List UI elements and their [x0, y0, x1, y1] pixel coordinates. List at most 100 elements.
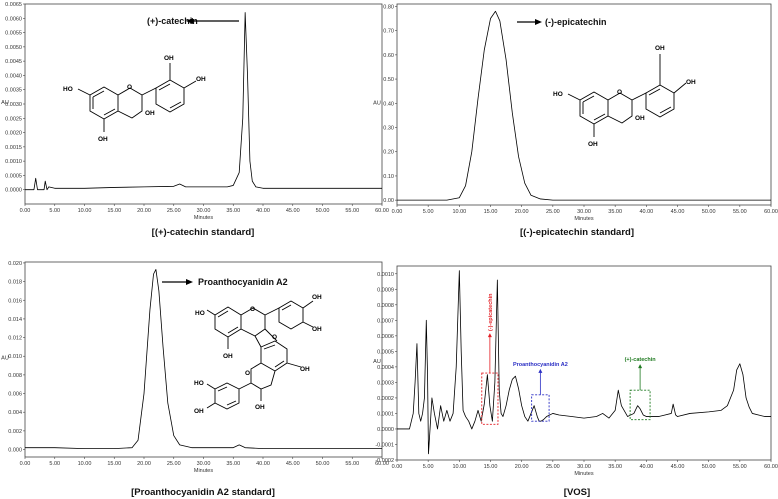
x-tick-label: 10.00	[78, 208, 92, 214]
y-tick-label: 0.012	[8, 336, 22, 342]
y-tick-label: 0.80	[383, 4, 394, 10]
y-axis-label: AU	[1, 100, 9, 106]
x-tick-label: 45.00	[671, 464, 685, 470]
atom-label: O	[127, 84, 132, 91]
x-axis-label: Minutes	[194, 468, 214, 474]
atom-label: O	[250, 306, 255, 313]
proanthocyanidin-annotation: Proanthocyanidin A2	[162, 277, 288, 287]
y-tick-label: 0.002	[8, 429, 22, 435]
x-tick-label: 60.00	[764, 209, 778, 215]
x-tick-label: 20.00	[137, 208, 151, 214]
y-tick-label: 0.0010	[377, 272, 394, 278]
y-tick-label: 0.0025	[5, 116, 22, 122]
x-tick-label: 5.00	[423, 464, 434, 470]
x-tick-label: 50.00	[702, 464, 716, 470]
atom-label: OH	[98, 136, 108, 143]
catechin-standard-chart: 0.00 5.00 10.00 15.00 20.00 25.00 30.00 35.00 40…	[1, 2, 389, 221]
vos-chart: 0.00 5.00 10.00 15.00 20.00 25.00 30.00 35.00 40…	[373, 265, 778, 477]
x-tick-label: 60.00	[375, 208, 389, 214]
x-tick-label: 60.00	[764, 464, 778, 470]
atom-label: OH	[635, 115, 645, 122]
atom-label: OH	[164, 55, 174, 62]
y-tick-label: 0.0006	[377, 334, 394, 340]
atom-label: HO	[63, 86, 73, 93]
proanthocyanidin-annotation-label: Proanthocyanidin A2	[198, 277, 288, 287]
x-tick-label: 60.00	[375, 461, 389, 467]
y-tick-label: 0.20	[383, 150, 394, 156]
y-tick-label: 0.0003	[377, 380, 394, 386]
atom-label: OH	[686, 79, 696, 86]
catechin-structure: OH OH HO O OH OH	[63, 55, 206, 143]
caption-epicatechin-standard: [(-)-epicatechin standard]	[520, 227, 634, 238]
plot-frame	[396, 3, 772, 206]
catechin-annotation: (+)-catechin	[147, 16, 239, 26]
y-axis-label: AU	[373, 101, 381, 107]
y-tick-label: 0.0004	[377, 365, 394, 371]
x-tick-label: 5.00	[49, 461, 60, 467]
x-tick-label: 30.00	[197, 208, 211, 214]
peak-highlight-box	[629, 389, 651, 421]
x-tick-label: 15.00	[484, 464, 498, 470]
x-tick-label: 10.00	[452, 464, 466, 470]
caption-vos: [VOS]	[564, 487, 590, 498]
y-tick-label: 0.008	[8, 373, 22, 379]
x-tick-label: 20.00	[515, 464, 529, 470]
y-tick-label: 0.0030	[5, 102, 22, 108]
y-tick-label: 0.0050	[5, 45, 22, 51]
y-tick-label: 0.0045	[5, 59, 22, 65]
y-tick-label: 0.0055	[5, 31, 22, 37]
x-tick-label: 25.00	[167, 461, 181, 467]
x-tick-label: 15.00	[484, 209, 498, 215]
x-tick-label: 45.00	[286, 208, 300, 214]
x-tick-label: 15.00	[107, 208, 121, 214]
x-tick-label: 35.00	[226, 461, 240, 467]
y-tick-label: 0.00	[383, 198, 394, 204]
atom-label: OH	[255, 404, 265, 411]
epicatechin-annotation: (-)-epicatechin	[517, 17, 607, 27]
x-tick-label: 20.00	[137, 461, 151, 467]
x-tick-label: 45.00	[286, 461, 300, 467]
y-tick-label: 0.10	[383, 174, 394, 180]
y-tick-label: 0.0002	[377, 396, 394, 402]
annotation-label: (+)-catechin	[625, 357, 657, 363]
x-axis-label: Minutes	[194, 215, 214, 221]
epicatechin-annotation-label: (-)-epicatechin	[545, 17, 607, 27]
x-tick-label: 55.00	[345, 208, 359, 214]
y-tick-label: 0.0005	[377, 349, 394, 355]
x-axis-label: Minutes	[574, 216, 594, 222]
atom-label: OH	[588, 141, 598, 148]
x-tick-label: 5.00	[423, 209, 434, 215]
x-tick-label: 45.00	[671, 209, 685, 215]
x-tick-label: 10.00	[78, 461, 92, 467]
atom-label: OH	[223, 353, 233, 360]
y-axis-label: AU	[1, 356, 9, 362]
x-tick-label: 0.00	[20, 461, 31, 467]
y-tick-label: 0.0015	[5, 145, 22, 151]
x-tick-label: 25.00	[546, 209, 560, 215]
atom-label: OH	[300, 366, 310, 373]
atom-label: OH	[312, 294, 322, 301]
y-tick-label: 0.0007	[377, 318, 394, 324]
x-tick-label: 15.00	[107, 461, 121, 467]
epicatechin-standard-chart: 0.00 5.00 10.00 15.00 20.00 25.00 30.00 35.00 40…	[373, 3, 778, 222]
atom-label: OH	[145, 110, 155, 117]
x-tick-label: 25.00	[546, 464, 560, 470]
atom-label: OH	[196, 76, 206, 83]
series-line	[25, 12, 382, 191]
x-tick-label: 30.00	[577, 209, 591, 215]
annotation-arrowhead	[487, 333, 492, 338]
x-tick-label: 5.00	[49, 208, 60, 214]
x-axis-label: Minutes	[574, 471, 594, 477]
y-tick-label: 0.0020	[5, 131, 22, 137]
peak-highlight-box	[531, 394, 550, 422]
atom-label: O	[245, 370, 250, 377]
y-tick-label: -0.0002	[375, 458, 394, 464]
peak-highlight-box	[481, 372, 499, 425]
epicatechin-structure: OH OH HO O OH OH	[553, 45, 696, 148]
x-tick-label: 50.00	[316, 461, 330, 467]
x-tick-label: 50.00	[702, 209, 716, 215]
x-tick-label: 35.00	[226, 208, 240, 214]
atom-label: OH	[312, 326, 322, 333]
y-tick-label: 0.40	[383, 101, 394, 107]
x-tick-label: 30.00	[197, 461, 211, 467]
